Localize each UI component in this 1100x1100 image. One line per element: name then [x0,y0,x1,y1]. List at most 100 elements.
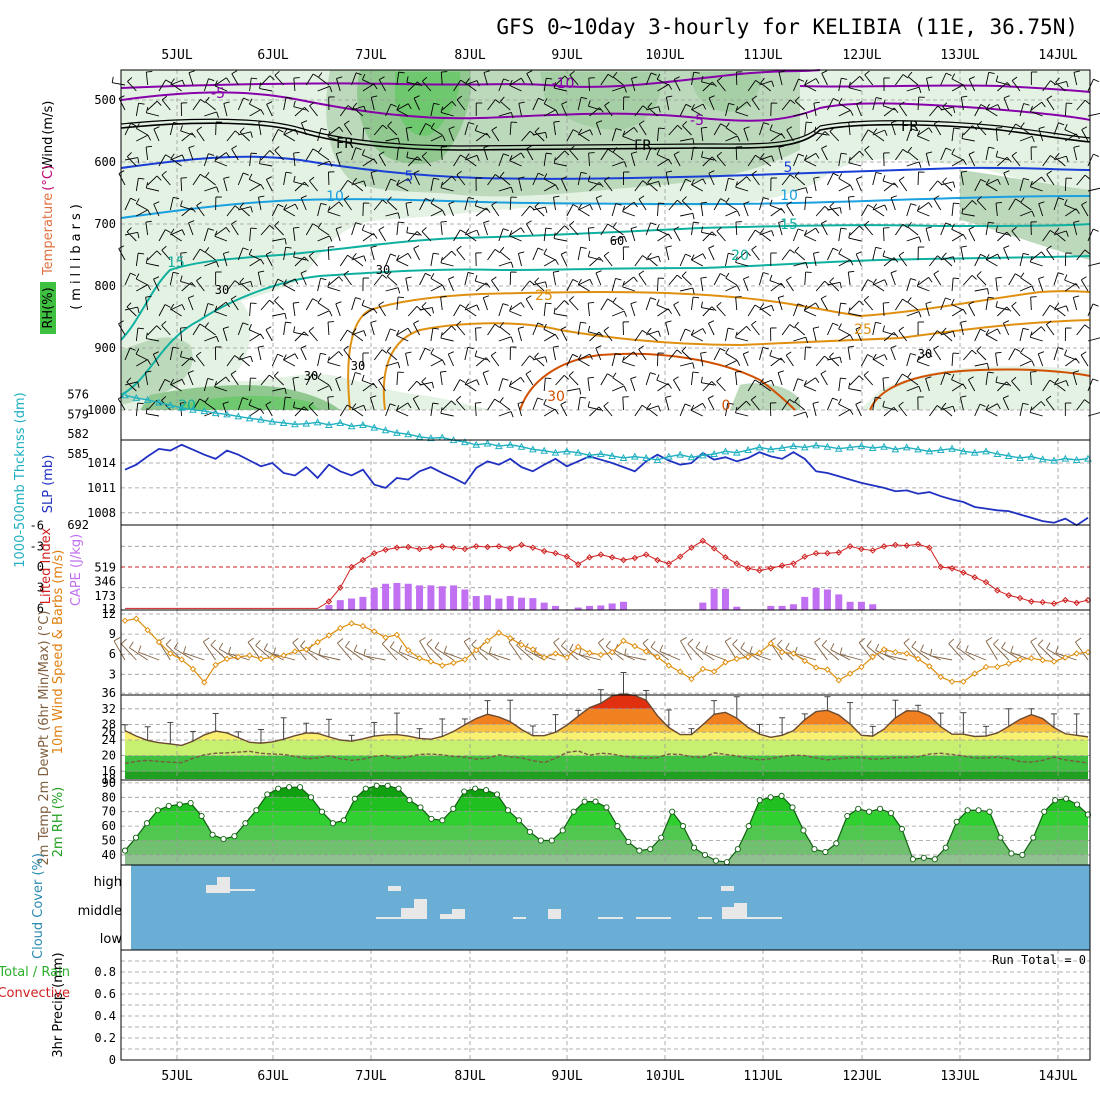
wind10m-barb [1075,641,1089,661]
wind-barb-feather [146,70,153,73]
wind10m-barb-feather [363,648,366,656]
wind-barb [147,175,158,186]
wind-barb [691,334,704,342]
date-label-bottom: 8JUL [454,1069,485,1084]
wind-barb-feather [725,122,730,128]
wind-barb [849,225,860,236]
lifted-index-point [914,541,922,548]
wind-barb-feather [538,97,544,102]
wind-barb-feather [145,332,148,339]
wind-barb-feather [882,99,886,106]
wind-barb [204,111,217,117]
wind-barb-feather [300,345,307,349]
rh2m-point [800,827,807,834]
wind-barb [681,350,692,361]
wind-barb [702,156,713,167]
wind-barb-feather [736,210,741,217]
wind-barb [509,227,522,236]
wind-barb [294,256,305,267]
wind10m-point [212,661,219,669]
wind10m-barb-feather [605,640,611,647]
wind-barb [339,404,348,417]
wind-barb [169,197,174,211]
wind-barb [623,201,635,211]
wind-barb [135,253,139,267]
rh2m-point [767,794,774,801]
wind-barb [518,178,522,192]
wind-barb [328,276,340,286]
wind-barb [1072,297,1078,311]
wind-barb [292,378,296,392]
slp-axis-label: SLP (mb) [41,455,56,514]
wind-barb-feather [338,201,344,207]
wind-barb [441,325,452,336]
wind-barb [708,97,715,111]
wind-barb-feather [135,273,140,280]
wind-barb-feather [1031,210,1035,217]
wind-barb [283,97,287,111]
wind-barb [387,200,398,211]
wind-barb [180,280,194,286]
rh2m-point [756,797,763,804]
wind-barb-feather [1006,157,1012,163]
wind-barb [560,179,568,192]
wind10m-barb [866,645,885,661]
wind-barb [421,306,432,317]
wind-barb-feather [161,245,167,251]
wind-barb-feather [933,270,940,275]
wind-barb-feather [525,370,532,375]
thickness-point [268,417,277,425]
wind-barb-feather [433,177,440,180]
wind-barb-feather [926,151,933,154]
wind-barb-feather [293,326,296,333]
rh2m-point [297,784,304,791]
wind-barb [634,404,643,417]
wind10m-barb-feather [785,642,790,650]
wind10m-barb-feather [680,637,687,642]
wind-barb [555,75,566,86]
wind-barb [525,298,534,311]
thickness-point [880,442,888,450]
wind-barb-feather [248,248,253,255]
wind-barb-feather [432,402,439,405]
wind-barb-feather [273,371,279,377]
wind-barb-feather [156,100,162,106]
wind-barb [464,347,469,361]
wind-barb-feather [230,370,237,375]
wind-barb [690,409,703,417]
lifted-index-point [756,567,763,574]
wind-barb [249,377,251,392]
wind10m-barb [605,646,624,661]
wind-barb [204,186,217,192]
thickness-point [914,445,922,453]
wind-barb [406,81,420,86]
wind-barb-feather [502,303,509,306]
wind-barb [335,378,341,392]
wind-barb [534,356,545,367]
wind-barb-feather [926,76,933,79]
wind-barb [248,254,262,261]
wind10m-barb [434,647,454,661]
wind-barb-feather [727,402,734,405]
wind-barb-feather [448,126,455,130]
isotherm-label: -5 [690,113,704,129]
wind-barb [525,223,534,236]
wind-barb [430,284,443,292]
wind-barb [657,83,669,92]
wind-barb [951,379,964,386]
lifted-index-point [971,574,978,581]
wind-barb [305,223,314,236]
wind-barb [498,303,504,317]
wind-barb-feather [580,96,588,100]
wind-barb [882,255,896,261]
lifted-index-tick: 6 [37,601,44,615]
wind-barb-feather [771,155,775,162]
wind-barb-feather [933,120,940,125]
wind10m-barb [398,651,420,661]
wind-barb-feather [700,201,707,204]
wind-barb [769,129,783,136]
lifted-index-point [812,549,820,557]
wind10m-barb [956,647,975,661]
wind-barb [440,222,443,236]
wind-barb-feather [838,323,842,330]
